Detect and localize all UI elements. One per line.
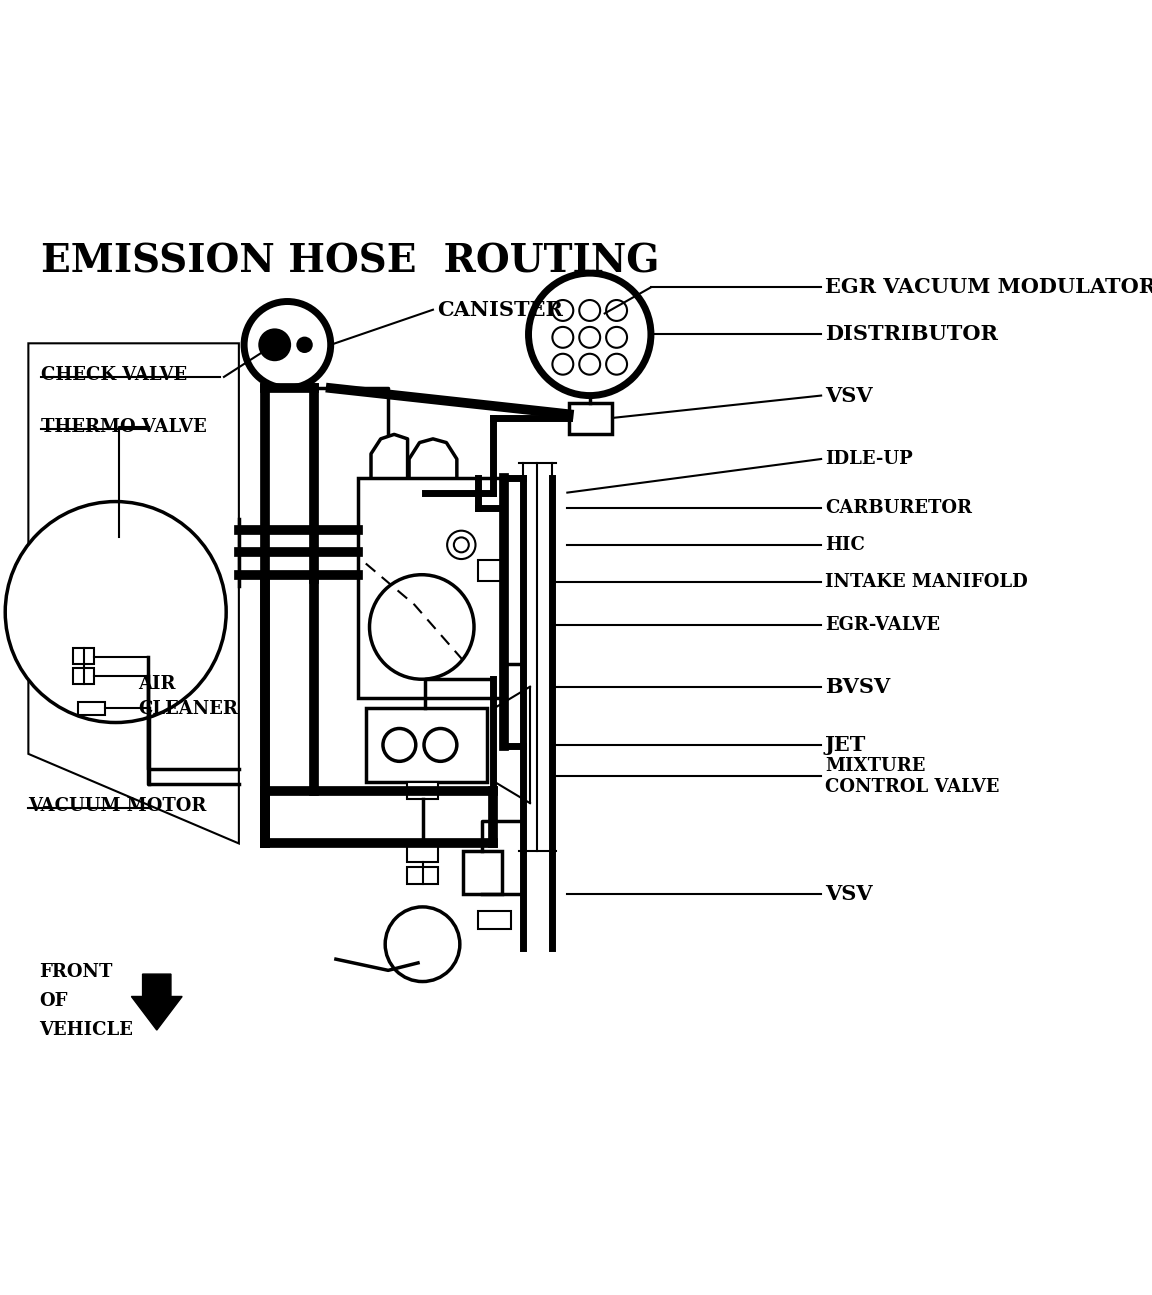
Text: EMISSION HOSE  ROUTING: EMISSION HOSE ROUTING (41, 242, 660, 281)
Circle shape (6, 501, 226, 723)
Bar (569, 403, 612, 434)
Text: JET: JET (825, 736, 866, 755)
Text: BVSV: BVSV (825, 677, 890, 697)
Bar (366, 707, 486, 782)
Circle shape (258, 329, 291, 361)
Text: VSV: VSV (825, 386, 872, 405)
Bar (78, 702, 105, 715)
Bar (74, 668, 94, 685)
Text: AIR
CLEANER: AIR CLEANER (138, 676, 238, 719)
Circle shape (296, 337, 313, 354)
Text: CHECK VALVE: CHECK VALVE (41, 365, 187, 383)
Text: CANISTER: CANISTER (437, 299, 562, 320)
Bar (407, 782, 438, 799)
Bar (478, 910, 511, 930)
Bar (463, 851, 501, 895)
Text: CARBURETOR: CARBURETOR (825, 499, 972, 517)
Text: THERMO VALVE: THERMO VALVE (41, 418, 207, 436)
Bar (74, 648, 94, 664)
Text: FRONT
OF
VEHICLE: FRONT OF VEHICLE (39, 963, 132, 1040)
Text: EGR-VALVE: EGR-VALVE (825, 616, 940, 635)
Text: VACUUM MOTOR: VACUUM MOTOR (29, 798, 206, 815)
Circle shape (529, 273, 651, 395)
Text: IDLE-UP: IDLE-UP (825, 451, 912, 467)
Bar (478, 559, 503, 580)
Bar (407, 868, 438, 883)
Text: HIC: HIC (825, 536, 865, 554)
Text: VSV: VSV (825, 884, 872, 904)
Bar (407, 843, 438, 862)
Text: INTAKE MANIFOLD: INTAKE MANIFOLD (825, 574, 1028, 592)
FancyArrow shape (131, 974, 182, 1030)
Text: MIXTURE
CONTROL VALVE: MIXTURE CONTROL VALVE (825, 756, 999, 795)
Circle shape (244, 302, 331, 388)
Text: EGR VACUUM MODULATOR: EGR VACUUM MODULATOR (825, 277, 1152, 298)
Text: DISTRIBUTOR: DISTRIBUTOR (825, 324, 998, 344)
Bar (358, 478, 503, 698)
